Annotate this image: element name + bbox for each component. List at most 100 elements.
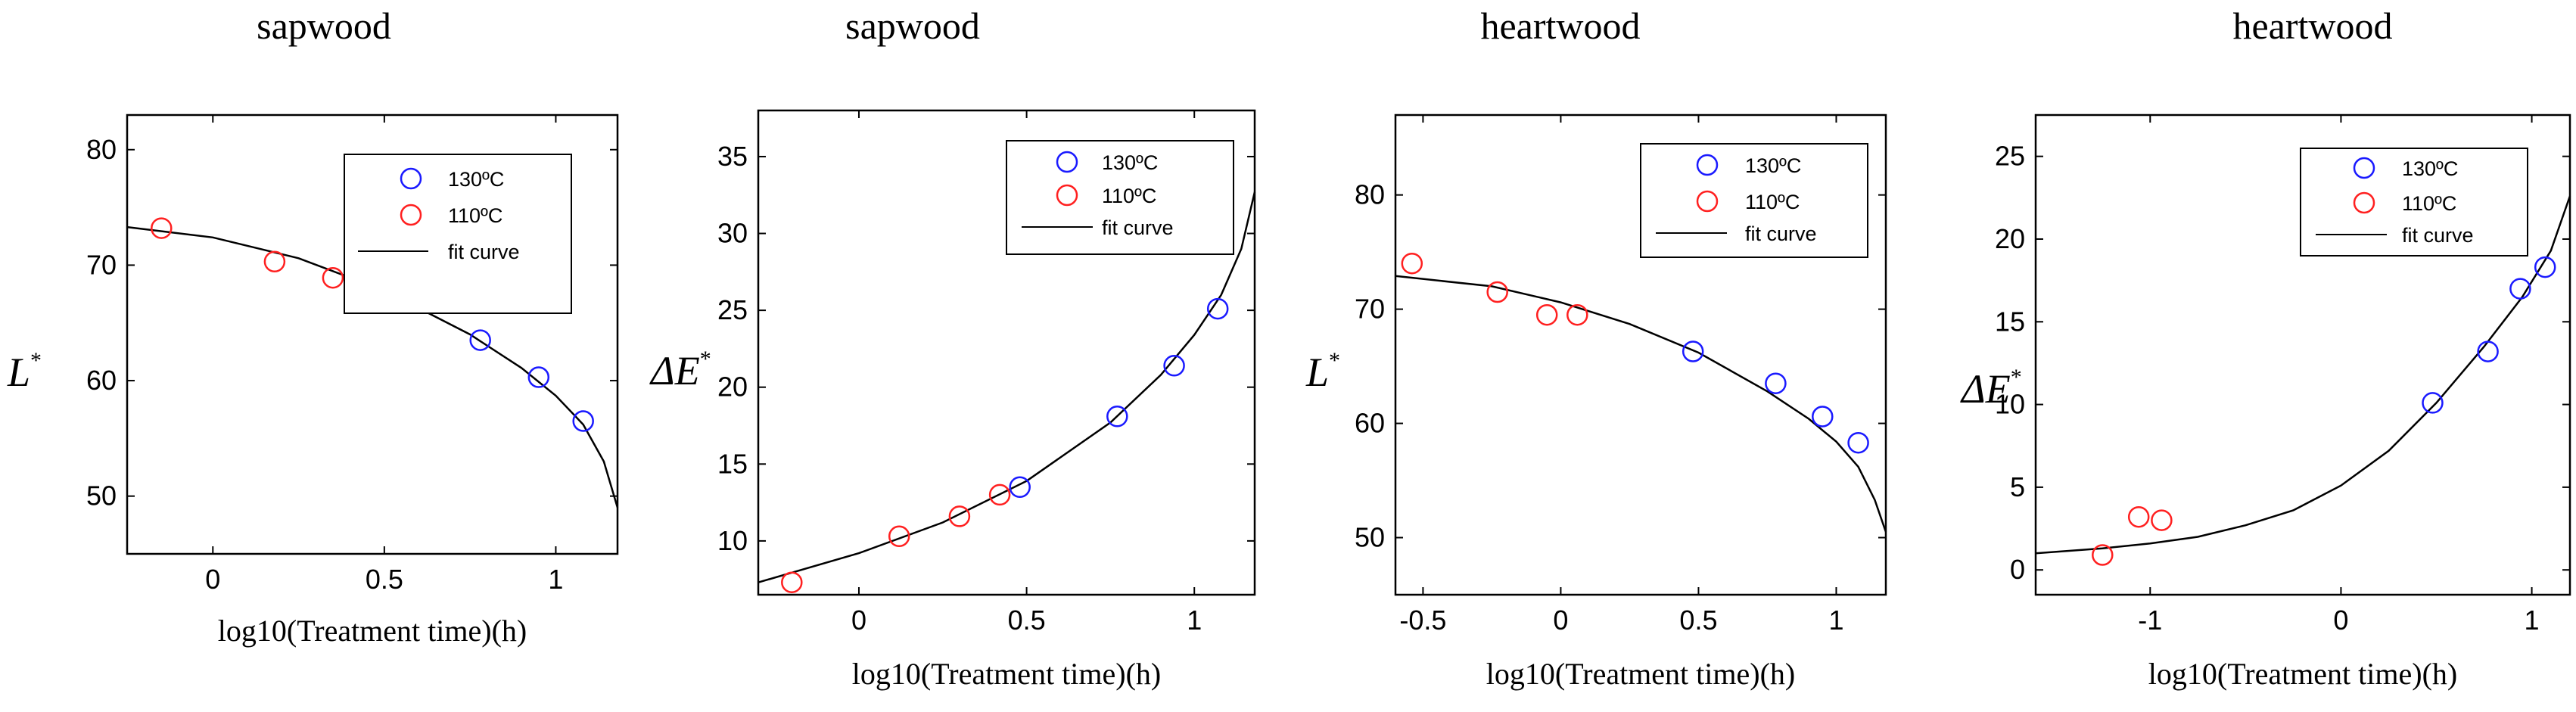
y-axis-label-sup: *: [700, 347, 711, 372]
data-point-110c: [1401, 252, 1423, 275]
legend-box: [2300, 148, 2528, 257]
fit-curve-layer: [1395, 275, 1887, 533]
plot-frame: [2034, 113, 2571, 596]
data-point-110c: [2092, 544, 2114, 566]
panel-title: heartwood: [2232, 5, 2392, 47]
x-axis-label: log10(Treatment time)(h): [1486, 657, 1795, 691]
y-axis-label: L*: [7, 348, 42, 395]
y-axis-label-base: ΔE: [1960, 366, 2011, 412]
data-point-130c: [1106, 406, 1128, 428]
legend-marker-110: [2353, 191, 2375, 214]
x-tick-label: 0.5: [1679, 605, 1717, 636]
legend-marker-130: [2353, 157, 2375, 179]
legend-marker-130: [1696, 154, 1719, 176]
data-point-110c: [2127, 505, 2150, 528]
legend-box: [1640, 143, 1868, 258]
fit-curve-line: [126, 225, 619, 508]
data-point-110c: [322, 266, 344, 289]
y-tick-label: 0: [2010, 554, 2025, 585]
y-tick-label: 15: [717, 448, 748, 479]
legend-label-fit: fit curve: [1102, 216, 1174, 239]
data-point-130c: [1206, 297, 1229, 320]
data-point-130c: [2534, 256, 2556, 278]
y-axis-label: L*: [1305, 348, 1340, 395]
x-tick-label: 1: [1187, 605, 1202, 636]
x-axis-label: log10(Treatment time)(h): [218, 614, 527, 648]
x-tick-label: 1: [548, 564, 563, 595]
legend-marker-110: [1696, 190, 1719, 213]
y-axis-label: ΔE*: [649, 347, 711, 393]
data-point-110c: [1535, 303, 1558, 326]
legend-label-130: 130ºC: [448, 168, 504, 191]
data-point-110c: [151, 217, 173, 239]
panel-title: sapwood: [257, 5, 391, 47]
y-tick-label: 60: [86, 365, 117, 396]
y-axis-label-base: L: [7, 350, 30, 395]
marker-layer: [2092, 256, 2556, 566]
tick-layer: 0 0.5 1 50 60 70 80: [86, 115, 618, 595]
y-tick-label: 20: [717, 372, 748, 403]
y-tick-label: 35: [717, 141, 748, 172]
fit-curve-line: [758, 191, 1256, 583]
legend-label-130: 130ºC: [1745, 154, 1801, 177]
y-axis-label-base: ΔE: [649, 348, 700, 393]
data-point-130c: [1847, 431, 1869, 454]
y-axis-label: ΔE*: [1960, 365, 2022, 412]
x-axis-label: log10(Treatment time)(h): [852, 657, 1161, 691]
y-tick-label: 30: [717, 218, 748, 249]
data-point-130c: [2422, 392, 2444, 414]
legend-label-130: 130ºC: [1102, 151, 1158, 174]
x-tick-label: 1: [2525, 605, 2540, 636]
data-point-130c: [2477, 340, 2499, 362]
y-tick-label: 70: [1355, 294, 1385, 325]
data-point-110c: [888, 525, 910, 548]
data-point-130c: [1812, 406, 1834, 428]
y-tick-label: 80: [1355, 179, 1385, 210]
x-tick-label: 0.5: [366, 564, 403, 595]
x-tick-label: 0: [1553, 605, 1568, 636]
legend-marker-110: [1056, 184, 1078, 207]
plot-frame: [757, 109, 1256, 596]
y-tick-label: 25: [717, 294, 748, 325]
legend-label-130: 130ºC: [2402, 157, 2458, 180]
data-point-130c: [1765, 372, 1787, 394]
y-tick-label: 70: [86, 249, 117, 280]
legend-marker-130: [1056, 151, 1078, 173]
panel-title: heartwood: [1480, 5, 1640, 47]
data-point-110c: [1566, 303, 1588, 326]
y-tick-label: 50: [1355, 522, 1385, 553]
y-tick-label: 80: [86, 134, 117, 165]
data-point-130c: [2509, 278, 2531, 300]
marker-layer: [781, 297, 1229, 593]
panel-sapwood-color-difference: sapwood 0 0.5 1 10 15 20 25 30 35 log10(Treatmen…: [649, 5, 1256, 691]
x-tick-label: -1: [2138, 605, 2162, 636]
x-tick-label: 0: [2333, 605, 2348, 636]
y-axis-label-sup: *: [1329, 348, 1340, 373]
data-point-130c: [1163, 355, 1185, 377]
legend-box: [344, 154, 572, 314]
panel-heartwood-lightness: heartwood -0.5 0 0.5 1 50 60 70 80 log10(Treatm…: [1305, 5, 1887, 691]
x-tick-label: 0: [205, 564, 220, 595]
fit-curve-layer: [2035, 195, 2571, 555]
tick-layer: 0 0.5 1 10 15 20 25 30 35: [717, 110, 1255, 636]
plot-frame: [1394, 113, 1887, 596]
marker-layer: [1401, 252, 1869, 454]
fit-curve-layer: [758, 191, 1256, 583]
data-point-110c: [781, 571, 803, 593]
y-tick-label: 25: [1995, 141, 2025, 172]
x-tick-label: 1: [1828, 605, 1843, 636]
legend-box: [1006, 140, 1234, 255]
data-point-130c: [469, 329, 491, 351]
legend: 130ºC 110ºC fit curve: [344, 154, 572, 314]
legend: 130ºC 110ºC fit curve: [1640, 143, 1868, 258]
legend-label-fit: fit curve: [448, 241, 520, 263]
fit-curve-line: [2035, 195, 2571, 555]
legend-marker-130: [400, 167, 422, 190]
x-axis-label: log10(Treatment time)(h): [2148, 657, 2457, 691]
data-point-110c: [948, 505, 971, 527]
marker-layer: [151, 217, 594, 432]
legend-label-110: 110ºC: [448, 204, 502, 227]
